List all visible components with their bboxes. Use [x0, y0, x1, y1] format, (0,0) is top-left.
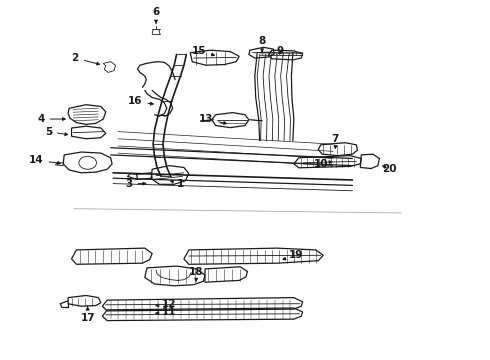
- Text: 9: 9: [277, 46, 284, 56]
- Text: 6: 6: [152, 7, 160, 23]
- Text: 15: 15: [192, 46, 215, 56]
- Text: 16: 16: [128, 96, 153, 106]
- Text: 14: 14: [29, 155, 60, 165]
- Text: 19: 19: [283, 250, 303, 260]
- Text: 5: 5: [45, 127, 68, 136]
- Text: 1: 1: [171, 179, 184, 189]
- Text: 7: 7: [332, 134, 339, 148]
- Text: 8: 8: [259, 36, 266, 52]
- Text: 18: 18: [189, 267, 203, 281]
- Text: 11: 11: [156, 307, 176, 316]
- Text: 10: 10: [314, 159, 332, 169]
- Text: 20: 20: [382, 164, 396, 174]
- Text: 2: 2: [72, 53, 99, 65]
- Text: 3: 3: [125, 179, 146, 189]
- Text: 4: 4: [37, 114, 65, 124]
- Text: 17: 17: [80, 307, 95, 323]
- Text: 13: 13: [199, 114, 226, 124]
- Text: 12: 12: [156, 299, 176, 309]
